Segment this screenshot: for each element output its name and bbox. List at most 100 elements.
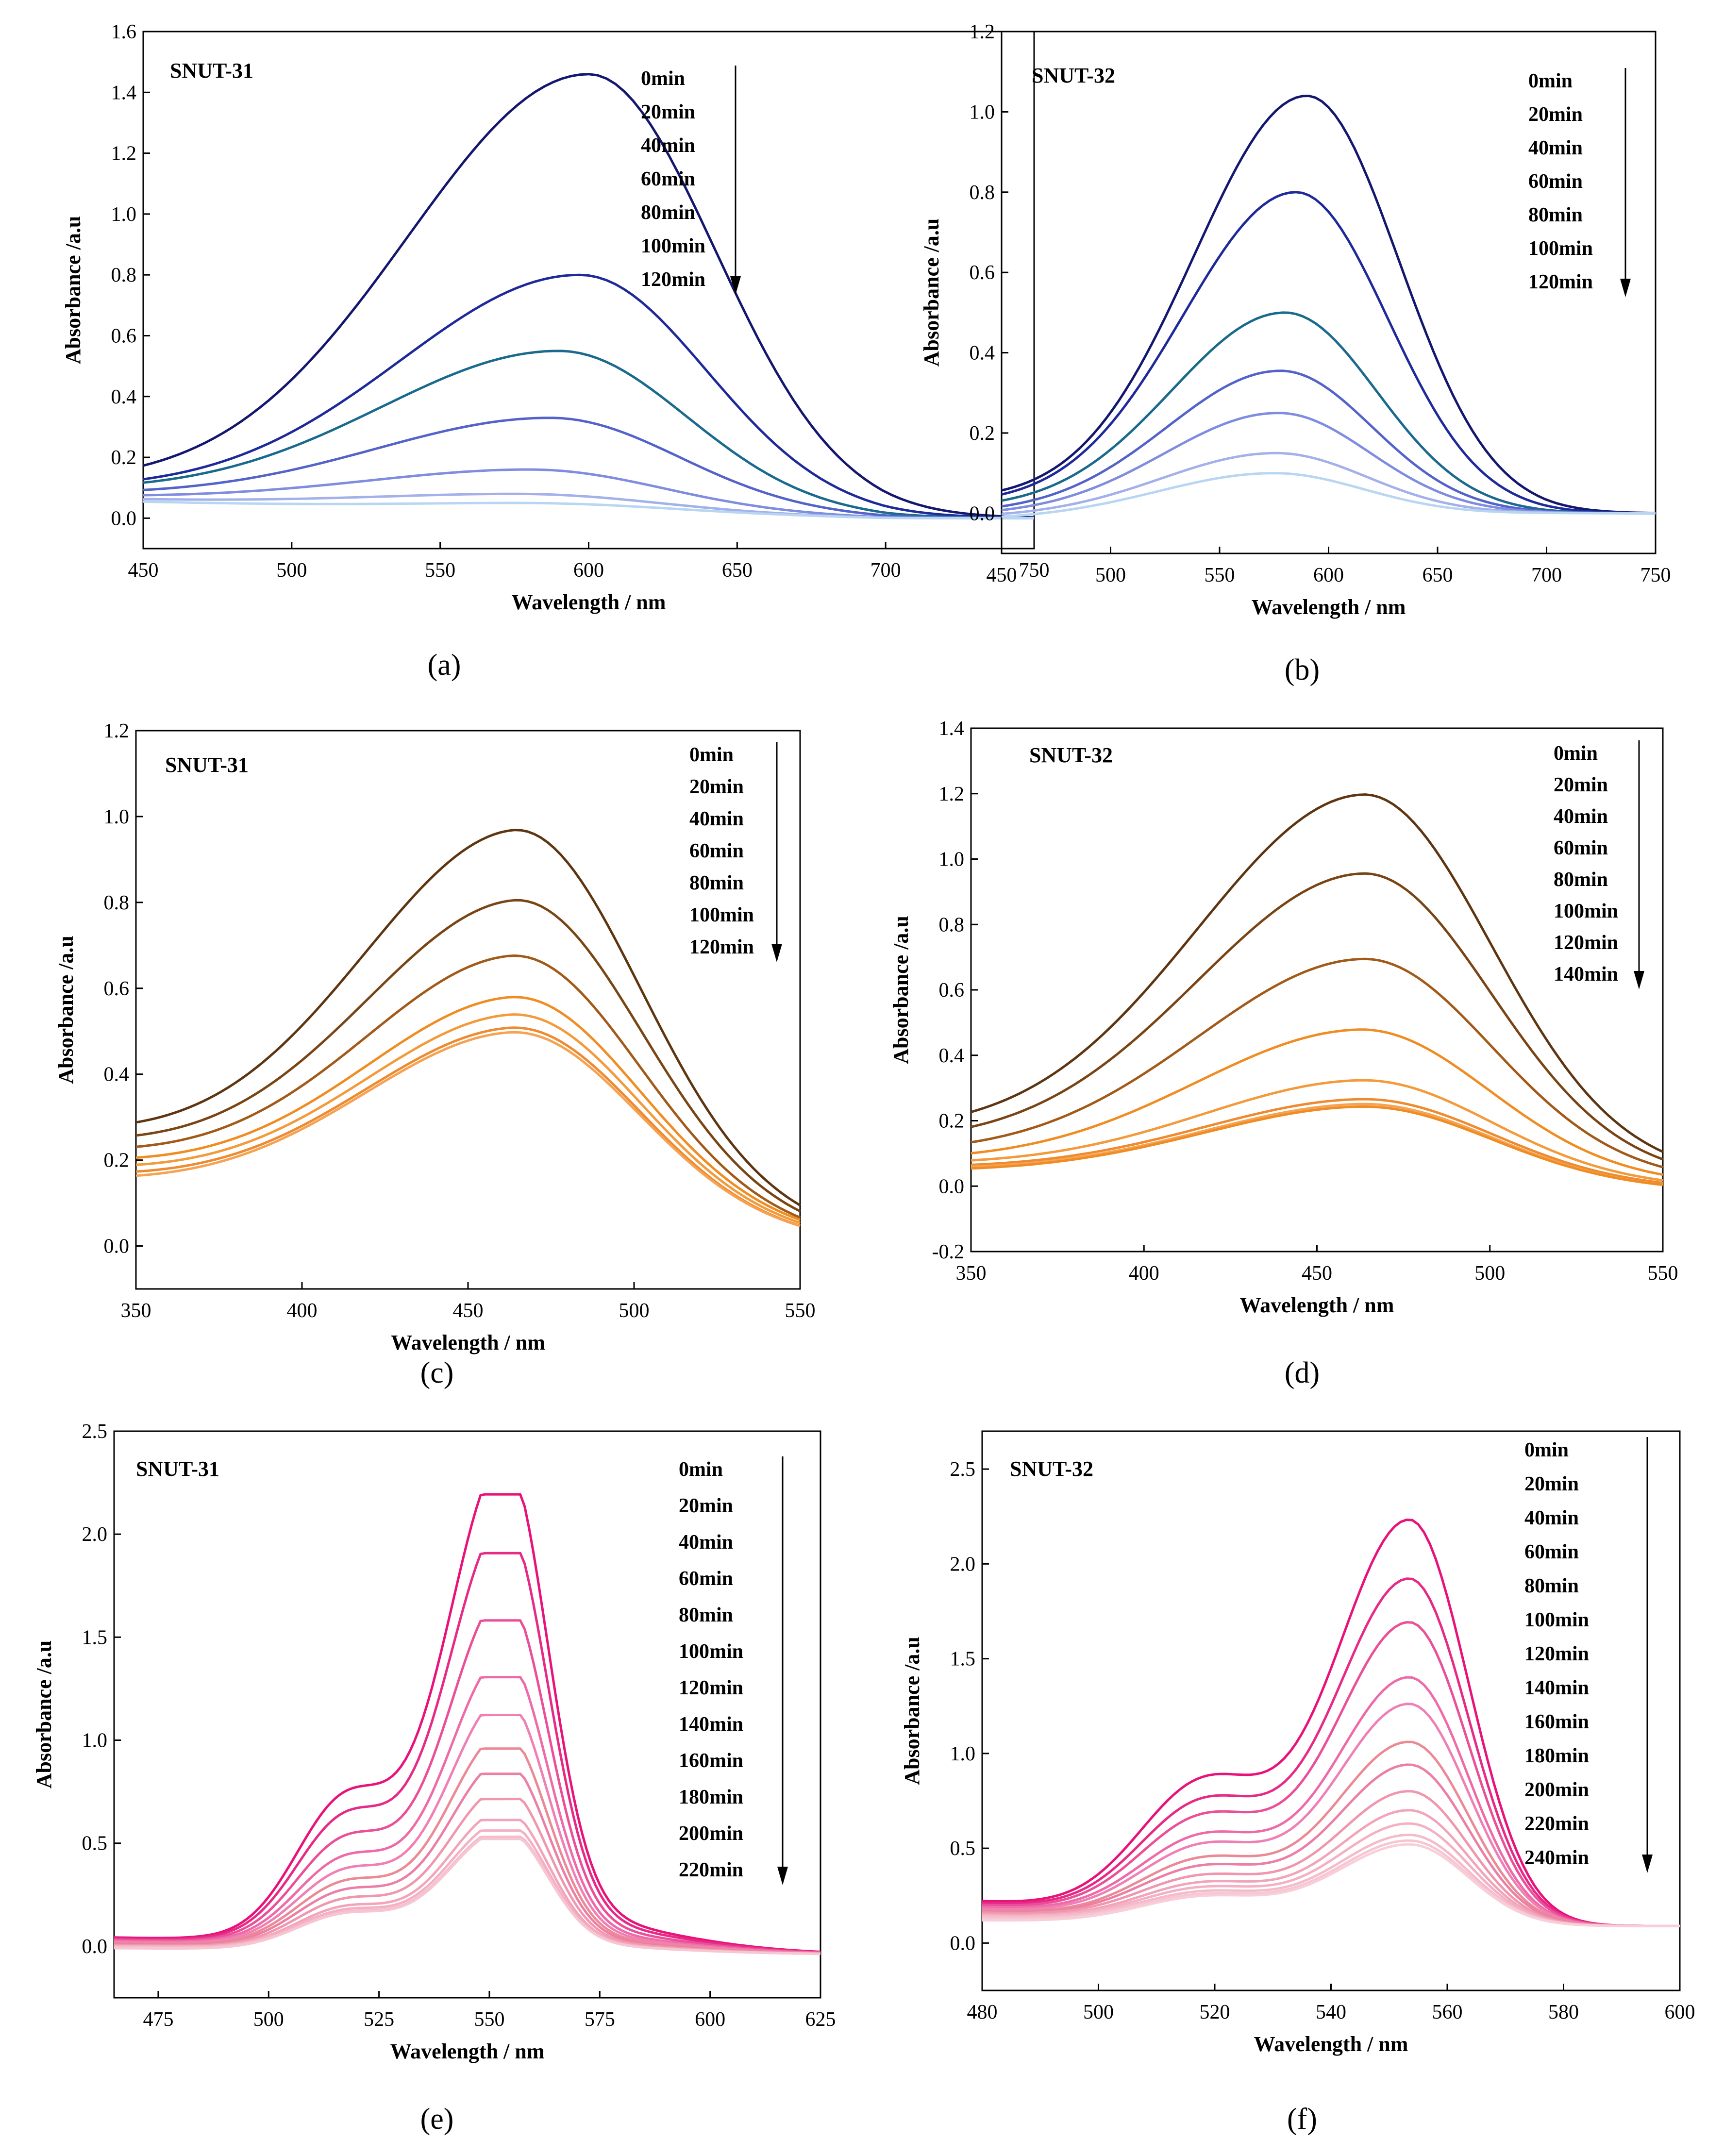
y-tick-label: 0.8: [104, 892, 130, 914]
x-tick-label: 500: [1083, 2001, 1114, 2023]
series-line-140min: [971, 1105, 1663, 1187]
y-tick-label: 1.0: [970, 101, 995, 123]
x-tick-label: 600: [573, 559, 604, 582]
legend-item-220min: 220min: [679, 1859, 743, 1881]
x-tick-label: 500: [276, 559, 307, 582]
legend-item-100min: 100min: [641, 235, 705, 257]
x-tick-label: 350: [121, 1300, 151, 1322]
y-axis-label: Absorbance /a.u: [889, 916, 913, 1064]
legend-item-40min: 40min: [1524, 1507, 1579, 1529]
chart-panel-a: 450 500 550 600 650 700 750 0.0 0.2 0.4 0.6 0.8 1.0 1…: [61, 21, 1050, 682]
y-axis-label: Absorbance /a.u: [54, 936, 78, 1084]
panel-label: SNUT-31: [165, 753, 249, 777]
legend-item-40min: 40min: [689, 808, 744, 830]
series-line-120min: [1001, 472, 1656, 518]
x-axis-label: Wavelength / nm: [391, 1331, 545, 1354]
series-line-40min: [982, 1621, 1680, 1927]
x-tick-label: 550: [425, 559, 455, 582]
y-tick-label: 0.0: [82, 1936, 108, 1958]
series-line-40min: [114, 1619, 821, 1954]
series-line-60min: [1001, 369, 1656, 515]
legend-item-20min: 20min: [689, 776, 744, 798]
legend-item-0min: 0min: [641, 67, 685, 90]
x-tick-label: 525: [364, 2008, 394, 2031]
legend-item-160min: 160min: [1524, 1711, 1589, 1733]
y-axis-label: Absorbance /a.u: [61, 216, 85, 365]
legend-item-0min: 0min: [1554, 742, 1598, 765]
panel-label: SNUT-32: [1032, 64, 1115, 87]
series-line-20min: [971, 872, 1663, 1161]
subfigure-label-e: (e): [420, 2103, 454, 2136]
x-tick-label: 575: [585, 2008, 615, 2031]
y-tick-label: 0.0: [939, 1175, 965, 1198]
subfigure-label-f: (f): [1287, 2103, 1317, 2136]
legend-item-180min: 180min: [1524, 1745, 1589, 1767]
legend-arrow-head: [1634, 971, 1644, 989]
plot-frame: [142, 31, 1035, 550]
series-line-60min: [143, 417, 1034, 519]
y-tick-label: 0.6: [111, 325, 137, 347]
legend-item-100min: 100min: [1524, 1609, 1589, 1631]
y-tick-label: 1.0: [111, 203, 137, 226]
y-tick-label: -0.2: [932, 1241, 965, 1263]
x-tick-label: 550: [1648, 1262, 1678, 1285]
x-tick-label: 550: [1205, 564, 1235, 586]
series-line-60min: [971, 1028, 1663, 1176]
y-tick-label: 1.5: [950, 1648, 976, 1671]
legend-item-40min: 40min: [679, 1531, 733, 1554]
legend-item-220min: 220min: [1524, 1813, 1589, 1835]
legend-item-100min: 100min: [689, 904, 754, 926]
subfigure-label-b: (b): [1285, 653, 1320, 686]
y-tick-label: 1.2: [104, 720, 130, 742]
y-tick-label: 1.2: [970, 21, 995, 43]
series-line-40min: [971, 957, 1663, 1169]
legend-item-120min: 120min: [1554, 932, 1618, 954]
legend-item-180min: 180min: [679, 1786, 743, 1808]
x-tick-label: 560: [1432, 2001, 1463, 2023]
series-line-120min: [135, 1031, 801, 1227]
legend-item-160min: 160min: [679, 1750, 743, 1772]
legend-arrow-head: [730, 276, 741, 295]
y-tick-label: 0.4: [104, 1064, 130, 1086]
y-tick-label: 0.5: [82, 1833, 108, 1855]
series-line-120min: [971, 1103, 1663, 1186]
x-tick-label: 350: [956, 1262, 987, 1285]
series-line-20min: [135, 899, 801, 1213]
series-line-0min: [114, 1493, 821, 1953]
series-line-40min: [135, 954, 801, 1219]
legend-item-120min: 120min: [1528, 271, 1593, 293]
x-tick-label: 500: [619, 1300, 650, 1322]
series-line-100min: [135, 1026, 801, 1227]
chart-panel-f: 480 500 520 540 560 580 600 0.0 0.5 1.0 1.5 2.0 2.5 W…: [900, 1430, 1695, 2136]
y-tick-label: 0.2: [111, 447, 137, 469]
legend-item-80min: 80min: [641, 201, 695, 224]
x-tick-label: 475: [143, 2008, 173, 2031]
x-tick-label: 520: [1200, 2001, 1230, 2023]
legend-item-80min: 80min: [1528, 204, 1583, 226]
x-tick-label: 480: [967, 2001, 998, 2023]
legend-item-60min: 60min: [689, 840, 744, 862]
y-tick-label: 1.2: [111, 143, 137, 165]
series-line-0min: [135, 829, 801, 1206]
panel-label: SNUT-32: [1029, 743, 1113, 767]
subfigure-label-d: (d): [1285, 1356, 1320, 1389]
x-axis-label: Wavelength / nm: [512, 590, 666, 614]
y-tick-label: 2.5: [82, 1421, 108, 1443]
legend-item-120min: 120min: [1524, 1643, 1589, 1665]
y-axis-label: Absorbance /a.u: [920, 218, 943, 367]
x-axis-label: Wavelength / nm: [1252, 595, 1406, 619]
y-tick-label: 0.6: [939, 979, 965, 1002]
legend-item-60min: 60min: [1524, 1541, 1579, 1563]
legend-item-0min: 0min: [679, 1458, 723, 1481]
y-tick-label: 2.0: [82, 1523, 108, 1546]
legend-item-20min: 20min: [679, 1495, 733, 1517]
x-axis-label: Wavelength / nm: [1254, 2032, 1408, 2056]
y-tick-label: 2.5: [950, 1458, 976, 1481]
legend-item-0min: 0min: [1528, 70, 1573, 92]
series-line-80min: [143, 468, 1034, 519]
legend-arrow-head: [777, 1867, 788, 1885]
series-line-40min: [1001, 311, 1656, 515]
series-line-220min: [114, 1838, 821, 1955]
x-tick-label: 600: [1665, 2001, 1695, 2023]
